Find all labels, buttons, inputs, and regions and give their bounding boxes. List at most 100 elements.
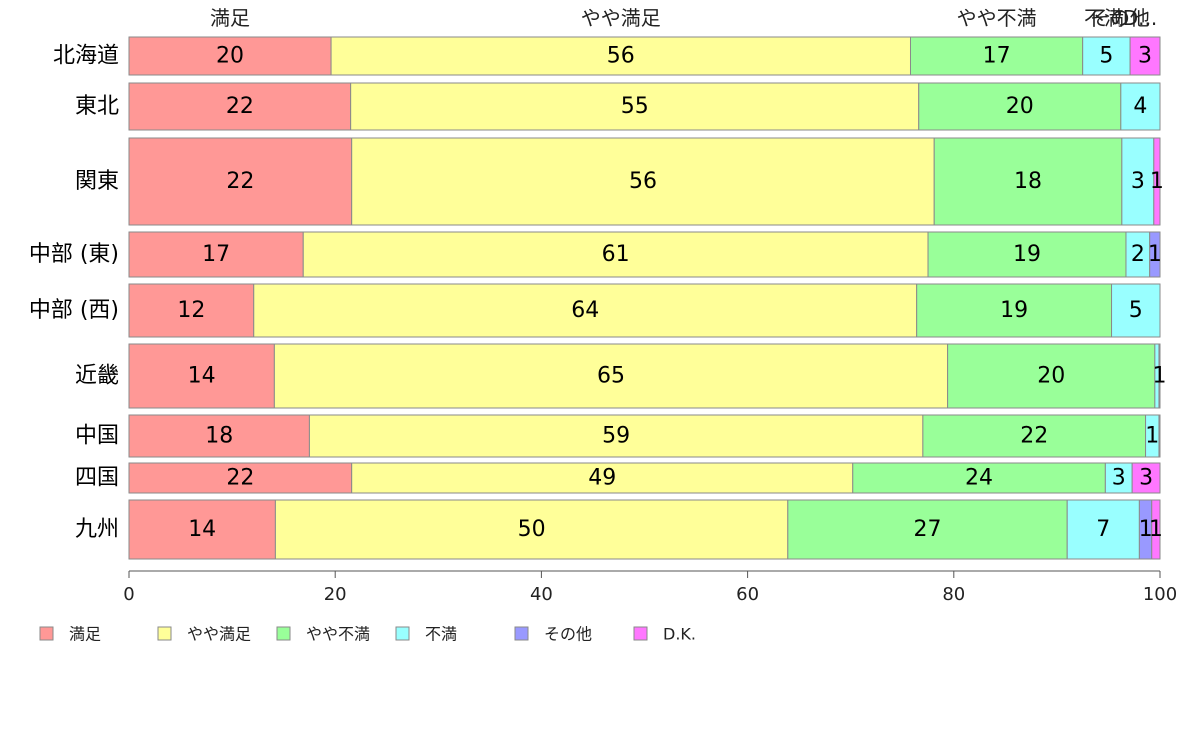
bar-segment bbox=[1151, 499, 1161, 560]
legend-item: やや不満 bbox=[276, 625, 370, 644]
bar-row: 22 55 20 4 bbox=[128, 82, 1161, 131]
bar-segment bbox=[128, 231, 304, 278]
x-tick-label: 60 bbox=[736, 584, 759, 605]
legend-label: やや不満 bbox=[306, 625, 370, 644]
data-label: 12 bbox=[177, 298, 205, 323]
bar-segment bbox=[916, 283, 1113, 338]
bar-row: 14 65 20 1 bbox=[128, 343, 1166, 409]
bar-segment bbox=[128, 283, 255, 338]
top-series-label: 満足 bbox=[210, 6, 250, 30]
legend-item: 不満 bbox=[395, 625, 457, 644]
data-label: 3 bbox=[1112, 466, 1126, 491]
data-label: 22 bbox=[1020, 424, 1048, 449]
data-label: 1 bbox=[1148, 242, 1162, 267]
data-label: 19 bbox=[1013, 242, 1041, 267]
data-label: 20 bbox=[216, 44, 244, 69]
bar-segment bbox=[128, 462, 353, 494]
category-label: 四国 bbox=[75, 466, 119, 491]
top-series-label: D... bbox=[1123, 6, 1157, 30]
bar-row: 17 61 19 2 1 bbox=[128, 231, 1162, 278]
legend-swatch bbox=[633, 626, 648, 641]
bar-segment bbox=[274, 499, 789, 560]
data-label: 55 bbox=[621, 94, 649, 119]
data-label: 56 bbox=[607, 44, 635, 69]
bar-segment bbox=[947, 343, 1156, 409]
data-label: 61 bbox=[602, 242, 630, 267]
data-label: 17 bbox=[202, 242, 230, 267]
legend-item: やや満足 bbox=[157, 625, 251, 644]
top-series-label: やや不満 bbox=[957, 6, 1037, 30]
legend-label: その他 bbox=[544, 625, 592, 644]
data-label: 1 bbox=[1145, 424, 1159, 449]
bar-row: 22 56 18 3 1 bbox=[128, 137, 1164, 226]
data-label: 19 bbox=[1000, 298, 1028, 323]
top-labels-layer: 満足 やや満足 やや不満 不満その他D... bbox=[210, 6, 1157, 30]
bar-row: 20 56 17 5 3 bbox=[128, 36, 1161, 76]
bar-segment bbox=[1153, 137, 1161, 226]
legend-swatch bbox=[514, 626, 529, 641]
bar-segment bbox=[1131, 462, 1161, 494]
bar-segment bbox=[1129, 36, 1161, 76]
category-label: 九州 bbox=[75, 517, 119, 542]
bar-segment bbox=[128, 414, 310, 458]
data-label: 1 bbox=[1149, 517, 1163, 542]
legend: 満足 やや満足 やや不満 不満 その他 D.K. bbox=[39, 625, 696, 644]
data-label: 20 bbox=[1037, 364, 1065, 389]
bar-segment bbox=[128, 36, 332, 76]
data-label: 3 bbox=[1138, 44, 1152, 69]
bar-segment bbox=[852, 462, 1106, 494]
x-tick-label: 20 bbox=[324, 584, 347, 605]
x-axis: 0 20 40 60 80 100 bbox=[123, 570, 1177, 605]
legend-item: その他 bbox=[514, 625, 592, 644]
bar-segment bbox=[1149, 231, 1161, 278]
legend-swatch bbox=[395, 626, 410, 641]
bar-segment bbox=[128, 82, 352, 131]
bar-segment bbox=[350, 82, 920, 131]
bar-segment bbox=[787, 499, 1068, 560]
data-label: 27 bbox=[914, 517, 942, 542]
bar-row: 14 50 27 7 11 bbox=[128, 499, 1163, 560]
data-label: 4 bbox=[1133, 94, 1147, 119]
bar-segment bbox=[1120, 82, 1161, 131]
top-series-label: やや満足 bbox=[581, 6, 661, 30]
data-label: 18 bbox=[1014, 169, 1042, 194]
data-label: 1 bbox=[1150, 169, 1164, 194]
data-label: 1 bbox=[1152, 364, 1166, 389]
category-label: 中部 (西) bbox=[29, 298, 119, 323]
legend-swatch bbox=[39, 626, 54, 641]
data-label: 5 bbox=[1099, 44, 1113, 69]
bar-segment bbox=[1158, 414, 1161, 458]
category-label: 東北 bbox=[75, 94, 119, 119]
bar-row: 12 64 19 5 bbox=[128, 283, 1161, 338]
data-label: 24 bbox=[965, 466, 993, 491]
x-tick-label: 80 bbox=[942, 584, 965, 605]
data-label: 17 bbox=[983, 44, 1011, 69]
bar-segment bbox=[918, 82, 1122, 131]
data-label: 2 bbox=[1131, 242, 1145, 267]
data-label: 1 bbox=[1139, 517, 1153, 542]
data-label: 56 bbox=[629, 169, 657, 194]
category-label: 中部 (東) bbox=[29, 242, 119, 267]
category-label: 中国 bbox=[75, 424, 119, 449]
bar-segment bbox=[1158, 343, 1161, 409]
bar-segment bbox=[128, 343, 275, 409]
top-series-label: 不満 bbox=[1084, 6, 1124, 30]
category-label: 関東 bbox=[75, 169, 119, 194]
legend-label: 不満 bbox=[425, 625, 457, 644]
data-label: 22 bbox=[226, 466, 254, 491]
bar-segment bbox=[351, 462, 854, 494]
data-label: 3 bbox=[1139, 466, 1153, 491]
bar-row: 18 59 22 1 bbox=[128, 414, 1161, 458]
bar-segment bbox=[302, 231, 929, 278]
legend-item: D.K. bbox=[633, 625, 696, 644]
bar-segment bbox=[909, 36, 1084, 76]
legend-label: D.K. bbox=[663, 625, 696, 644]
legend-swatch bbox=[276, 626, 291, 641]
data-label: 22 bbox=[226, 169, 254, 194]
category-label: 近畿 bbox=[75, 364, 119, 389]
data-label: 14 bbox=[188, 364, 216, 389]
bar-segment bbox=[922, 414, 1147, 458]
data-label: 49 bbox=[588, 466, 616, 491]
top-series-label: その他 bbox=[1090, 6, 1150, 30]
